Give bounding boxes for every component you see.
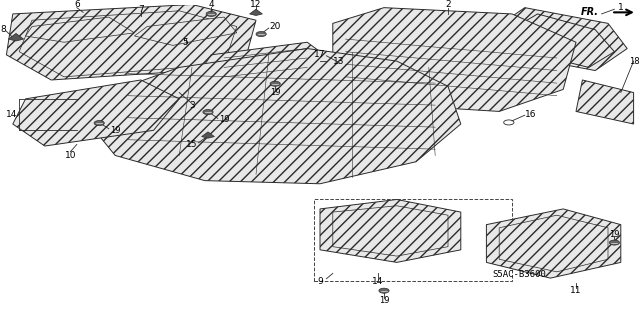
- Text: 12: 12: [250, 0, 262, 9]
- Circle shape: [203, 109, 213, 115]
- Text: 2: 2: [445, 0, 451, 9]
- Polygon shape: [6, 4, 256, 80]
- Text: 7: 7: [138, 5, 143, 14]
- Text: 19: 19: [219, 115, 229, 124]
- Polygon shape: [333, 8, 576, 111]
- Polygon shape: [250, 9, 262, 16]
- Text: 19: 19: [110, 126, 120, 135]
- Text: 3: 3: [189, 100, 195, 110]
- Text: 19: 19: [379, 296, 389, 305]
- Text: 18: 18: [629, 56, 640, 66]
- Polygon shape: [320, 199, 461, 263]
- Circle shape: [379, 288, 389, 293]
- Text: 15: 15: [186, 140, 198, 149]
- Text: 19: 19: [609, 230, 620, 239]
- Text: 1: 1: [618, 3, 623, 12]
- Text: 9: 9: [317, 277, 323, 286]
- Bar: [314, 199, 512, 281]
- Circle shape: [94, 121, 104, 126]
- Polygon shape: [134, 17, 237, 45]
- Text: 17: 17: [314, 50, 326, 59]
- Text: 19: 19: [270, 88, 280, 97]
- Text: 16: 16: [525, 110, 537, 119]
- Polygon shape: [90, 48, 461, 184]
- Circle shape: [609, 240, 620, 245]
- Polygon shape: [493, 8, 627, 70]
- Text: 10: 10: [65, 151, 76, 160]
- Text: 14: 14: [372, 277, 383, 286]
- Text: S5AC-B3600: S5AC-B3600: [493, 271, 547, 279]
- Text: 11: 11: [570, 286, 582, 295]
- Text: 14: 14: [6, 110, 18, 119]
- Polygon shape: [202, 132, 214, 138]
- Polygon shape: [13, 80, 179, 146]
- Polygon shape: [486, 209, 621, 278]
- Text: 20: 20: [269, 22, 281, 31]
- Circle shape: [206, 11, 216, 17]
- Text: FR.: FR.: [580, 7, 598, 17]
- Polygon shape: [26, 17, 134, 42]
- Text: 8: 8: [0, 25, 6, 34]
- Polygon shape: [198, 42, 333, 96]
- Text: 6: 6: [74, 0, 79, 9]
- Polygon shape: [339, 58, 390, 80]
- Circle shape: [256, 32, 266, 37]
- Text: 4: 4: [209, 0, 214, 9]
- Circle shape: [270, 81, 280, 86]
- Text: 13: 13: [333, 56, 344, 66]
- Polygon shape: [576, 80, 634, 124]
- Text: 5: 5: [183, 38, 188, 47]
- Polygon shape: [8, 33, 24, 41]
